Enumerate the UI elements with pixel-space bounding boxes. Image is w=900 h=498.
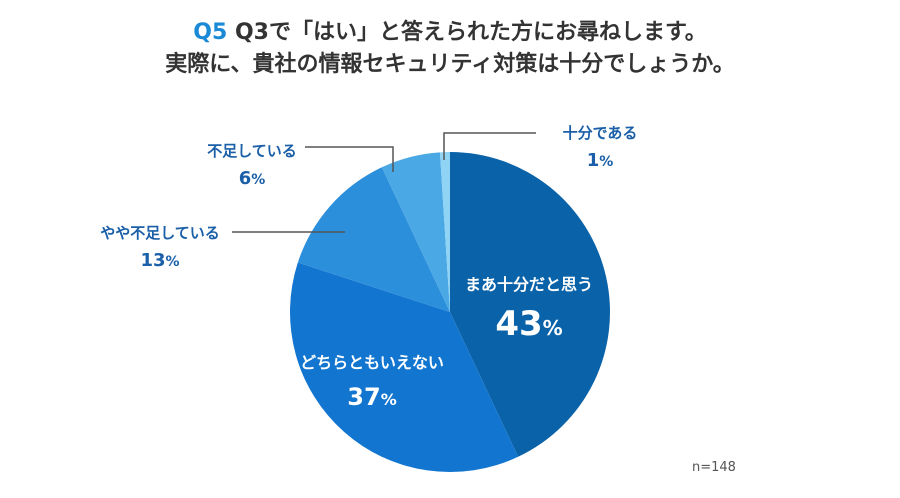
question-number: Q5: [193, 20, 228, 45]
slice-label: まあ十分だと思う: [465, 275, 593, 294]
pie-slice: [290, 262, 519, 473]
slice-label: やや不足している: [100, 224, 220, 242]
pie-slice: [381, 152, 450, 312]
chart-title-line2: 実際に、貴社の情報セキュリティ対策は十分でしょうか。: [165, 52, 735, 77]
pie-slice: [439, 152, 450, 312]
slice-value-label: 43%: [495, 304, 562, 344]
slice-value-label: 6%: [239, 168, 266, 189]
slice-value-label: 1%: [587, 150, 614, 171]
pie-slice: [297, 167, 450, 312]
leader-line: [305, 146, 394, 172]
title-text-1: Q3で「はい」と答えられた方にお尋ねします。: [234, 20, 707, 45]
slice-label: 不足している: [207, 142, 297, 160]
leader-line: [443, 132, 536, 160]
pie-slice: [450, 152, 610, 457]
slice-value-label: 13%: [140, 250, 179, 271]
slice-label: どちらともいえない: [300, 353, 444, 372]
slice-label: 十分である: [563, 124, 638, 142]
slice-value-label: 37%: [347, 383, 396, 411]
sample-size: n=148: [692, 460, 736, 475]
chart-title-line1: Q5 Q3で「はい」と答えられた方にお尋ねします。: [0, 18, 900, 48]
